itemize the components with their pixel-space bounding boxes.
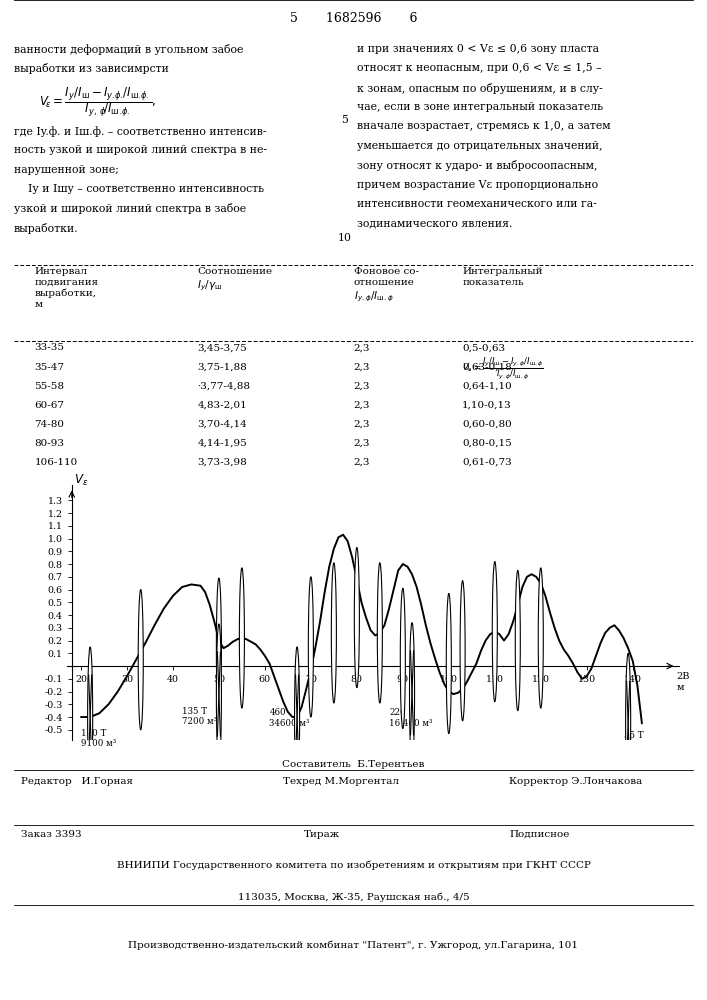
Circle shape	[492, 562, 497, 702]
Text: 4,83-2,01: 4,83-2,01	[197, 401, 247, 410]
Text: 1,10-0,13: 1,10-0,13	[462, 401, 512, 410]
Text: зону относят к ударо- и выбросоопасным,: зону относят к ударо- и выбросоопасным,	[357, 160, 597, 171]
Circle shape	[378, 563, 382, 703]
Text: Интервал
подвигания
выработки,
м: Интервал подвигания выработки, м	[35, 267, 99, 309]
Circle shape	[515, 570, 520, 711]
Circle shape	[295, 647, 300, 787]
Circle shape	[240, 568, 245, 708]
Text: Производственно-издательский комбинат "Патент", г. Ужгород, ул.Гагарина, 101: Производственно-издательский комбинат "П…	[129, 940, 578, 950]
Text: Корректор Э.Лончакова: Корректор Э.Лончакова	[509, 778, 642, 786]
Text: Интегральный
показатель: Интегральный показатель	[462, 267, 542, 287]
Circle shape	[460, 581, 465, 721]
Text: 5       1682596       6: 5 1682596 6	[290, 12, 417, 25]
Circle shape	[409, 623, 414, 763]
Text: 74-80: 74-80	[35, 420, 64, 429]
Text: 2,3: 2,3	[354, 439, 370, 448]
Text: 135 Т
7200 м³: 135 Т 7200 м³	[182, 707, 217, 726]
Text: ·3,77-4,88: ·3,77-4,88	[197, 382, 250, 391]
Text: 60-67: 60-67	[35, 401, 64, 410]
Text: 2,3: 2,3	[354, 401, 370, 410]
Text: ВНИИПИ Государственного комитета по изобретениям и открытиям при ГКНТ СССР: ВНИИПИ Государственного комитета по изоб…	[117, 860, 590, 869]
Circle shape	[354, 547, 359, 688]
Text: 3,70-4,14: 3,70-4,14	[197, 420, 247, 429]
Text: чае, если в зоне интегральный показатель: чае, если в зоне интегральный показатель	[357, 102, 603, 112]
Text: 55-58: 55-58	[35, 382, 64, 391]
Circle shape	[216, 624, 221, 764]
Text: $V_{\!\varepsilon}=\dfrac{I_y/I_{\text{ш}}-I_{y.\!\phi.}\!/I_{\text{ш}.\!\phi.}}: $V_{\!\varepsilon}=\dfrac{I_y/I_{\text{ш…	[39, 85, 156, 119]
Text: 150 Т
9100 м³: 150 Т 9100 м³	[81, 729, 116, 748]
Text: Заказ 3393: Заказ 3393	[21, 830, 82, 839]
Text: нарушенной зоне;: нарушенной зоне;	[14, 165, 119, 175]
Circle shape	[446, 593, 451, 734]
Circle shape	[400, 588, 405, 729]
Text: выработки.: выработки.	[14, 223, 78, 234]
Text: $V_\varepsilon$: $V_\varepsilon$	[74, 472, 88, 488]
Text: Iу и Iшу – соответственно интенсивность: Iу и Iшу – соответственно интенсивность	[14, 184, 264, 194]
Text: 33-35: 33-35	[35, 343, 64, 352]
Text: ванности деформаций в угольном забое: ванности деформаций в угольном забое	[14, 44, 243, 55]
Circle shape	[88, 647, 93, 787]
Text: выработки из зависимрсти: выработки из зависимрсти	[14, 63, 169, 74]
Text: узкой и широкой линий спектра в забое: узкой и широкой линий спектра в забое	[14, 203, 246, 214]
Text: 4,14-1,95: 4,14-1,95	[197, 439, 247, 448]
Text: где Iy.ф. и Iш.ф. – соответственно интенсив-: где Iy.ф. и Iш.ф. – соответственно интен…	[14, 126, 267, 137]
Text: 35-47: 35-47	[35, 363, 64, 372]
Text: 0,64-1,10: 0,64-1,10	[462, 382, 512, 391]
Text: 106-110: 106-110	[35, 458, 78, 467]
Text: Составитель  Б.Терентьев: Составитель Б.Терентьев	[282, 760, 425, 769]
Circle shape	[626, 653, 631, 794]
Text: 55 Т: 55 Т	[624, 731, 643, 740]
Text: Подписное: Подписное	[509, 830, 569, 839]
Text: ность узкой и широкой линий спектра в не-: ность узкой и широкой линий спектра в не…	[14, 145, 267, 155]
Text: 2B: 2B	[677, 672, 690, 681]
Text: Тираж: Тираж	[304, 830, 340, 839]
Text: $V_\varepsilon=\dfrac{I_y/I_{\text{ш}}-I_{y.\phi}/I_{\text{ш}.\phi}}{I_{y.\phi}/: $V_\varepsilon=\dfrac{I_y/I_{\text{ш}}-I…	[462, 355, 544, 381]
Text: относят к неопасным, при 0,6 < Vε ≤ 1,5 –: относят к неопасным, при 0,6 < Vε ≤ 1,5 …	[357, 63, 602, 73]
Circle shape	[538, 568, 543, 708]
Text: 0,61-0,73: 0,61-0,73	[462, 458, 512, 467]
Text: 2,3: 2,3	[354, 382, 370, 391]
Text: причем возрастание Vε пропорционально: причем возрастание Vε пропорционально	[357, 180, 598, 190]
Text: 5: 5	[341, 115, 348, 125]
Text: зодинамического явления.: зодинамического явления.	[357, 218, 513, 228]
Text: 220
16 400 м³: 220 16 400 м³	[389, 708, 433, 728]
Text: 460
34600 м³: 460 34600 м³	[269, 708, 310, 728]
Text: 0,60-0,80: 0,60-0,80	[462, 420, 512, 429]
Text: 2,3: 2,3	[354, 458, 370, 467]
Text: 3,73-3,98: 3,73-3,98	[197, 458, 247, 467]
Text: к зонам, опасным по обрушениям, и в слу-: к зонам, опасным по обрушениям, и в слу-	[357, 83, 603, 94]
Circle shape	[308, 577, 313, 717]
Text: уменьшается до отрицательных значений,: уменьшается до отрицательных значений,	[357, 141, 602, 151]
Text: м: м	[677, 683, 684, 692]
Text: 2,3: 2,3	[354, 343, 370, 352]
Text: 3,45-3,75: 3,45-3,75	[197, 343, 247, 352]
Text: 3,75-1,88: 3,75-1,88	[197, 363, 247, 372]
Text: интенсивности геомеханического или га-: интенсивности геомеханического или га-	[357, 199, 597, 209]
Circle shape	[138, 590, 144, 730]
Text: 113035, Москва, Ж-35, Раушская наб., 4/5: 113035, Москва, Ж-35, Раушская наб., 4/5	[238, 892, 469, 902]
Circle shape	[216, 578, 221, 718]
Text: Соотношение
$I_y/\gamma_{\text{ш}}$: Соотношение $I_y/\gamma_{\text{ш}}$	[197, 267, 272, 293]
Text: 2,3: 2,3	[354, 420, 370, 429]
Text: Техред М.Моргентал: Техред М.Моргентал	[283, 778, 399, 786]
Text: 10: 10	[337, 233, 351, 243]
Text: и при значениях 0 < Vε ≤ 0,6 зону пласта: и при значениях 0 < Vε ≤ 0,6 зону пласта	[357, 44, 599, 54]
Text: 2,3: 2,3	[354, 363, 370, 372]
Text: Фоновое со-
отношение
$I_{y.\phi}/I_{\text{ш}.\phi}$: Фоновое со- отношение $I_{y.\phi}/I_{\te…	[354, 267, 419, 304]
Text: вначале возрастает, стремясь к 1,0, а затем: вначале возрастает, стремясь к 1,0, а за…	[357, 121, 611, 131]
Text: 0,63-0,18: 0,63-0,18	[462, 363, 512, 372]
Text: 80-93: 80-93	[35, 439, 64, 448]
Text: 0,80-0,15: 0,80-0,15	[462, 439, 512, 448]
Text: 0,5-0,63: 0,5-0,63	[462, 343, 506, 352]
Text: Редактор   И.Горная: Редактор И.Горная	[21, 778, 133, 786]
Circle shape	[332, 563, 337, 703]
